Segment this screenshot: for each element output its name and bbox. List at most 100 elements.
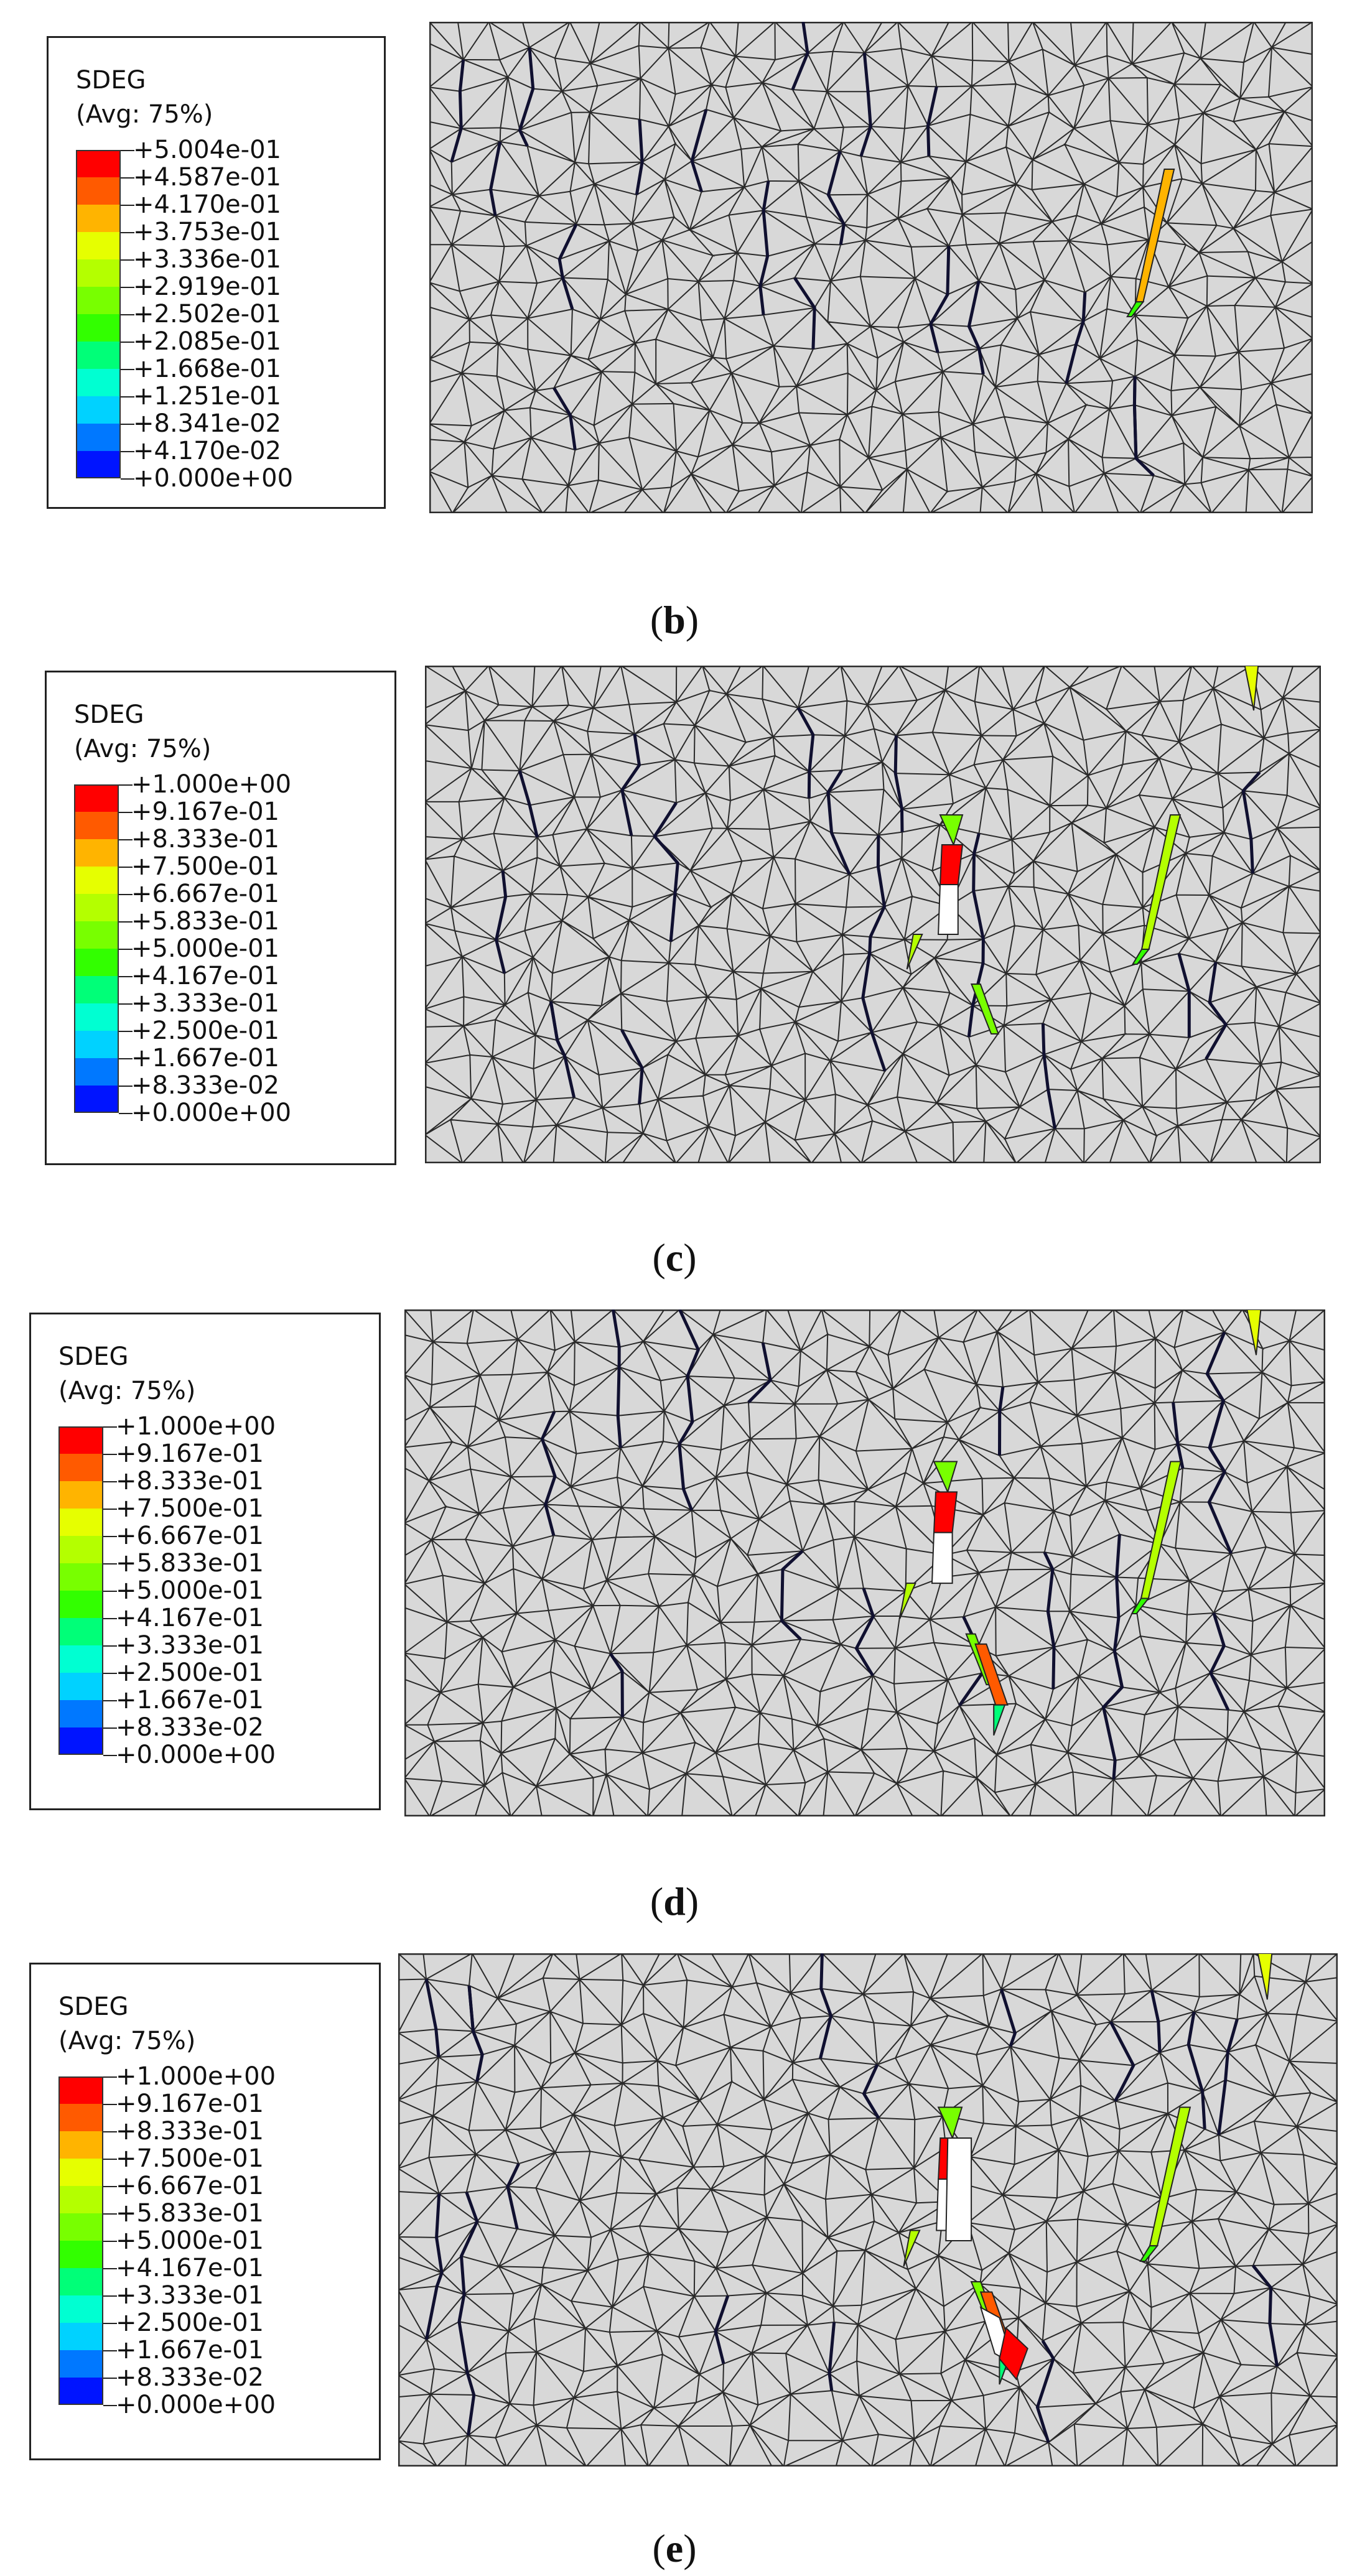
legend-tick — [121, 259, 134, 261]
legend-color-swatch — [74, 894, 119, 921]
cohesive-crack-line — [791, 22, 809, 91]
legend-color-swatch — [58, 2350, 103, 2378]
cohesive-crack-line — [1132, 376, 1155, 477]
legend-color-swatch — [58, 2323, 103, 2350]
damaged-element — [993, 1704, 1006, 1736]
legend-tick — [103, 2104, 117, 2105]
legend-tick — [103, 2268, 117, 2269]
cohesive-crack-line — [506, 2163, 520, 2230]
legend-tick — [119, 976, 133, 977]
legend-box: SDEG (Avg: 75%) +1.000e+00 +9.167e-01 +8.333… — [45, 671, 396, 1165]
fe-mesh-plot — [425, 666, 1321, 1163]
legend-color-swatch — [74, 949, 119, 976]
cohesive-crack-line — [1150, 1990, 1162, 2053]
damaged-element — [999, 2327, 1028, 2381]
damaged-element — [974, 1643, 1009, 1706]
legend-color-swatch — [58, 2186, 103, 2213]
cohesive-crack-line — [1172, 1402, 1185, 1469]
legend-tick — [119, 839, 133, 840]
legend-level-label: +1.000e+00 — [116, 2062, 276, 2091]
cohesive-crack-line — [457, 2294, 476, 2436]
cohesive-crack-line — [1217, 2019, 1239, 2136]
cohesive-crack-line — [1186, 2011, 1206, 2129]
legend-level-label: +2.919e-01 — [133, 272, 281, 301]
fe-mesh-plot — [404, 1309, 1325, 1816]
legend-level-label: +7.500e-01 — [131, 852, 279, 881]
cohesive-crack-line — [1035, 2340, 1055, 2443]
legend-level-label: +7.500e-01 — [116, 1494, 264, 1523]
caption-open-paren: ( — [652, 1235, 666, 1280]
fe-mesh-plot — [398, 1953, 1338, 2467]
legend-level-label: +4.167e-01 — [131, 962, 279, 990]
legend-tick — [119, 867, 133, 868]
legend-tick — [103, 1645, 117, 1647]
legend-tick — [121, 396, 134, 398]
legend-color-swatch — [74, 921, 119, 949]
legend-level-label: +8.333e-01 — [116, 2117, 264, 2146]
legend-level-label: +1.000e+00 — [116, 1412, 276, 1441]
legend-tick — [103, 2213, 117, 2215]
cohesive-crack-line — [620, 733, 641, 836]
legend-color-swatch — [74, 1003, 119, 1031]
cohesive-crack-line — [926, 86, 938, 157]
cohesive-crack-line — [780, 1550, 804, 1640]
legend-variable-name: SDEG — [74, 700, 144, 729]
legend-tick — [103, 1727, 117, 1729]
legend-level-label: +0.000e+00 — [133, 464, 294, 493]
legend-tick — [119, 784, 133, 786]
cohesive-crack-line — [972, 833, 985, 939]
legend-level-label: +0.000e+00 — [116, 2391, 276, 2419]
cohesive-crack-line — [620, 1029, 644, 1105]
caption-close-paren: ) — [683, 1235, 697, 1280]
legend-color-swatch — [58, 2378, 103, 2405]
legend-color-swatch — [58, 1673, 103, 1700]
fe-mesh-plot — [429, 22, 1313, 513]
cohesive-interfaces — [540, 1309, 1233, 1780]
legend-level-label: +2.500e-01 — [131, 1016, 279, 1045]
legend-color-swatch — [76, 287, 121, 314]
legend-tick — [121, 451, 134, 452]
cohesive-crack-line — [826, 769, 851, 875]
legend-level-label: +4.587e-01 — [133, 163, 281, 192]
legend-tick — [103, 1426, 117, 1428]
damaged-element — [933, 1461, 958, 1494]
legend-color-swatch — [74, 867, 119, 894]
legend-tick — [119, 949, 133, 950]
legend-level-label: +8.341e-02 — [133, 409, 281, 438]
damaged-element — [903, 2230, 921, 2267]
damage-crack — [903, 1953, 1273, 2385]
cohesive-crack-line — [893, 735, 904, 832]
cohesive-crack-line — [1109, 2021, 1135, 2102]
damaged-element — [1126, 301, 1145, 317]
legend-box: SDEG (Avg: 75%) +1.000e+00 +9.167e-01 +8.333… — [29, 1963, 381, 2460]
legend-tick — [121, 287, 134, 288]
legend-color-swatch — [76, 369, 121, 396]
legend-color-swatch — [58, 2131, 103, 2159]
specimen-domain — [429, 22, 1313, 513]
legend-tick — [103, 2131, 117, 2132]
legend-averaging-note: (Avg: 75%) — [58, 2027, 196, 2055]
crack-opening — [938, 884, 959, 935]
legend-tick — [121, 342, 134, 343]
legend-level-label: +5.004e-01 — [133, 136, 281, 164]
legend-tick — [119, 894, 133, 895]
legend-level-label: +8.333e-02 — [116, 1713, 264, 1742]
panel-caption: (b) — [612, 597, 737, 643]
cohesive-crack-line — [1207, 1400, 1233, 1555]
legend-level-label: +2.500e-01 — [116, 2309, 264, 2337]
legend-tick — [119, 1058, 133, 1059]
legend-color-swatch — [58, 2295, 103, 2323]
legend-averaging-note: (Avg: 75%) — [58, 1377, 196, 1405]
cohesive-crack-line — [1241, 771, 1261, 874]
legend-tick — [121, 177, 134, 179]
caption-letter: b — [663, 598, 686, 642]
legend-tick — [119, 1113, 133, 1114]
cohesive-crack-line — [1046, 1611, 1056, 1690]
legend-tick — [121, 150, 134, 151]
cohesive-crack-line — [1205, 962, 1228, 1060]
cohesive-crack-line — [826, 151, 846, 245]
caption-letter: d — [663, 1879, 686, 1923]
legend-color-swatch — [58, 1591, 103, 1618]
legend-color-swatch — [58, 2268, 103, 2295]
legend-level-label: +4.170e-02 — [133, 437, 281, 465]
